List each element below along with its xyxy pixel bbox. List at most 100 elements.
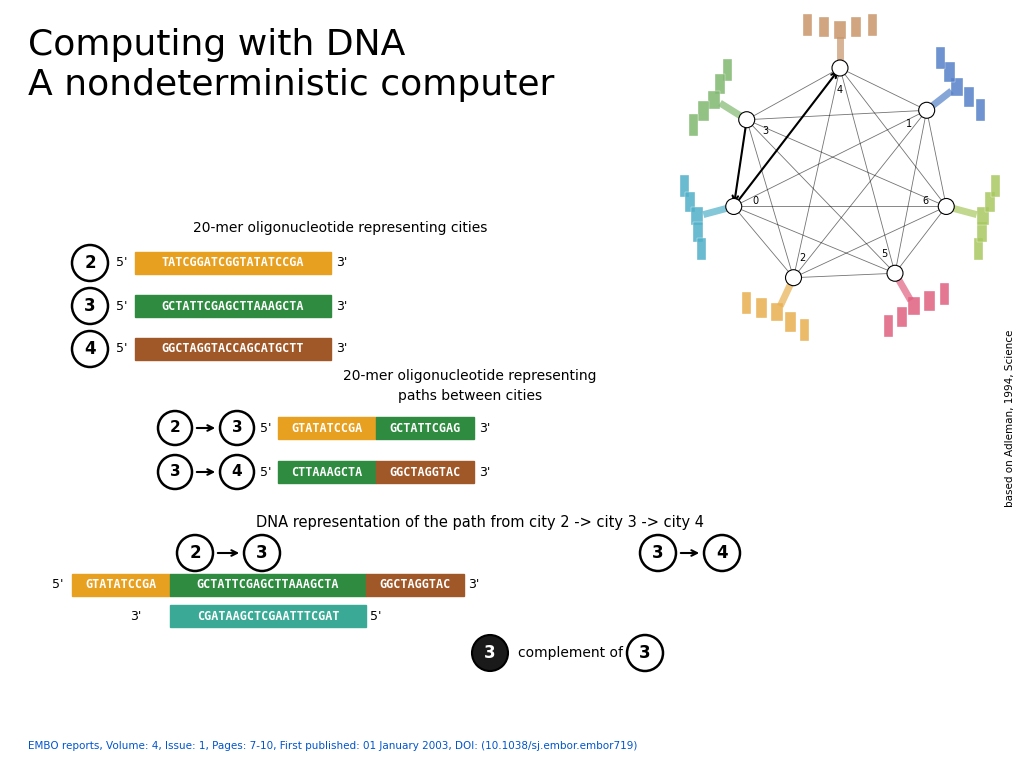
Text: 4: 4 [84, 340, 96, 358]
Text: 3': 3' [479, 465, 490, 478]
Text: 2: 2 [170, 421, 180, 435]
Circle shape [640, 535, 676, 571]
FancyBboxPatch shape [696, 238, 706, 260]
FancyBboxPatch shape [693, 223, 703, 243]
Circle shape [831, 60, 848, 76]
FancyBboxPatch shape [135, 252, 331, 274]
FancyBboxPatch shape [723, 58, 732, 81]
Text: 3': 3' [468, 578, 479, 591]
Text: 2: 2 [84, 254, 96, 272]
FancyBboxPatch shape [715, 74, 725, 94]
Text: GGCTAGGTAC: GGCTAGGTAC [389, 465, 461, 478]
Text: 5': 5' [52, 578, 63, 591]
Text: 2: 2 [800, 253, 806, 263]
FancyBboxPatch shape [72, 574, 170, 596]
FancyBboxPatch shape [985, 192, 995, 212]
Text: 0: 0 [752, 196, 758, 206]
Circle shape [785, 270, 802, 286]
Text: 4: 4 [837, 85, 843, 95]
FancyBboxPatch shape [685, 192, 695, 212]
Text: 3: 3 [762, 127, 768, 137]
Text: 3': 3' [336, 343, 347, 356]
Text: EMBO reports, Volume: 4, Issue: 1, Pages: 7-10, First published: 01 January 2003: EMBO reports, Volume: 4, Issue: 1, Pages… [28, 741, 637, 751]
Text: 3': 3' [130, 610, 141, 623]
Circle shape [705, 535, 740, 571]
Circle shape [220, 411, 254, 445]
Text: 5': 5' [116, 257, 128, 270]
FancyBboxPatch shape [689, 114, 698, 136]
FancyBboxPatch shape [868, 15, 877, 36]
Text: CTTAAAGCTA: CTTAAAGCTA [292, 465, 362, 478]
Text: GCTATTCGAGCTTAAAGCTA: GCTATTCGAGCTTAAAGCTA [197, 578, 339, 591]
FancyBboxPatch shape [803, 15, 812, 36]
Text: Computing with DNA: Computing with DNA [28, 28, 406, 62]
FancyBboxPatch shape [698, 101, 709, 121]
Text: based on Adleman, 1994, Science: based on Adleman, 1994, Science [1005, 329, 1015, 507]
Text: 20-mer oligonucleotide representing: 20-mer oligonucleotide representing [343, 369, 597, 383]
Circle shape [726, 198, 741, 214]
FancyBboxPatch shape [135, 295, 331, 317]
FancyBboxPatch shape [170, 574, 366, 596]
Text: 6: 6 [922, 196, 928, 206]
Text: 3: 3 [639, 644, 651, 662]
Circle shape [938, 198, 954, 214]
FancyBboxPatch shape [278, 417, 376, 439]
Circle shape [220, 455, 254, 489]
FancyBboxPatch shape [851, 17, 861, 37]
Text: A nondeterministic computer: A nondeterministic computer [28, 68, 554, 102]
Circle shape [627, 635, 663, 671]
FancyBboxPatch shape [977, 223, 987, 243]
FancyBboxPatch shape [991, 175, 1000, 197]
Text: 3': 3' [479, 422, 490, 435]
FancyBboxPatch shape [801, 319, 809, 341]
Text: 5': 5' [260, 465, 271, 478]
Text: 5: 5 [881, 249, 887, 260]
FancyBboxPatch shape [964, 88, 974, 108]
Circle shape [738, 111, 755, 127]
Circle shape [158, 455, 193, 489]
Text: 3: 3 [170, 465, 180, 479]
Text: 4: 4 [716, 544, 728, 562]
FancyBboxPatch shape [757, 298, 767, 318]
Text: 3: 3 [652, 544, 664, 562]
FancyBboxPatch shape [908, 297, 920, 315]
Circle shape [158, 411, 193, 445]
Text: 3': 3' [336, 300, 347, 313]
FancyBboxPatch shape [376, 461, 474, 483]
FancyBboxPatch shape [977, 207, 989, 225]
Text: 3: 3 [484, 644, 496, 662]
FancyBboxPatch shape [940, 283, 949, 305]
Text: DNA representation of the path from city 2 -> city 3 -> city 4: DNA representation of the path from city… [256, 515, 705, 531]
FancyBboxPatch shape [709, 91, 721, 108]
Text: 4: 4 [231, 465, 243, 479]
Text: paths between cities: paths between cities [398, 389, 542, 403]
Text: GTATATCCGA: GTATATCCGA [85, 578, 157, 591]
Text: CGATAAGCTCGAATTTCGAT: CGATAAGCTCGAATTTCGAT [197, 610, 339, 623]
Text: 5': 5' [260, 422, 271, 435]
Circle shape [72, 288, 108, 324]
FancyBboxPatch shape [741, 292, 751, 313]
Text: 5': 5' [116, 343, 128, 356]
FancyBboxPatch shape [975, 238, 983, 260]
Circle shape [72, 245, 108, 281]
FancyBboxPatch shape [366, 574, 464, 596]
FancyBboxPatch shape [170, 605, 366, 627]
FancyBboxPatch shape [897, 307, 907, 327]
Circle shape [72, 331, 108, 367]
FancyBboxPatch shape [680, 175, 689, 197]
FancyBboxPatch shape [691, 207, 703, 225]
FancyBboxPatch shape [376, 417, 474, 439]
Text: 3: 3 [84, 297, 96, 315]
Text: 1: 1 [906, 119, 912, 129]
Text: complement of: complement of [518, 646, 623, 660]
Text: TATCGGATCGGTATATCCGA: TATCGGATCGGTATATCCGA [162, 257, 304, 270]
FancyBboxPatch shape [278, 461, 376, 483]
Text: 5': 5' [370, 610, 382, 623]
Text: 3: 3 [256, 544, 268, 562]
Text: 5': 5' [116, 300, 128, 313]
FancyBboxPatch shape [924, 291, 935, 311]
FancyBboxPatch shape [785, 312, 796, 332]
Text: GGCTAGGTACCAGCATGCTT: GGCTAGGTACCAGCATGCTT [162, 343, 304, 356]
FancyBboxPatch shape [950, 78, 963, 96]
Circle shape [244, 535, 280, 571]
